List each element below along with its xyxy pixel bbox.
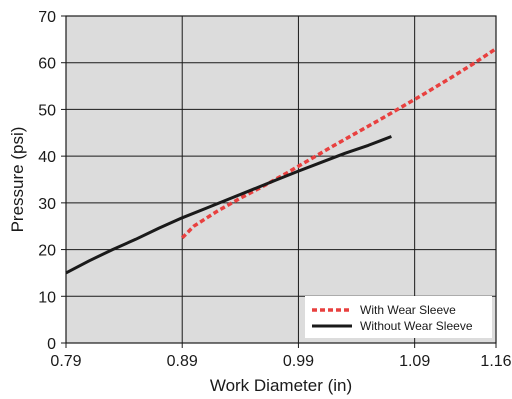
x-tick-label: 1.09 [399, 353, 430, 370]
y-tick-label: 30 [38, 196, 56, 213]
y-axis-label: Pressure (psi) [8, 127, 27, 233]
x-tick-label: 0.79 [50, 353, 81, 370]
series-line-without-wear-sleeve [65, 135, 392, 275]
x-tick-label: 0.99 [283, 353, 314, 370]
y-axis-ticks: 0 10 20 30 40 50 60 70 [38, 9, 66, 353]
y-tick-label: 70 [38, 9, 56, 26]
series-layer [65, 47, 497, 275]
legend-box [305, 296, 492, 338]
y-tick-label: 40 [38, 149, 56, 166]
x-axis-ticks: 0.79 0.89 0.99 1.09 1.16 [50, 343, 512, 370]
y-tick-label: 50 [38, 102, 56, 119]
grid-lines [65, 15, 497, 344]
x-tick-label: 0.89 [167, 353, 198, 370]
y-tick-label: 0 [47, 336, 56, 353]
y-tick-label: 20 [38, 243, 56, 260]
y-tick-label: 10 [38, 289, 56, 306]
x-axis-label: Work Diameter (in) [210, 376, 352, 395]
legend-label: Without Wear Sleeve [360, 319, 473, 333]
x-tick-label: 1.16 [480, 353, 511, 370]
plot-border [65, 15, 497, 344]
legend: With Wear Sleeve Without Wear Sleeve [305, 296, 492, 338]
legend-label: With Wear Sleeve [360, 303, 456, 317]
y-tick-label: 60 [38, 56, 56, 73]
series-line-with-wear-sleeve [180, 47, 497, 240]
